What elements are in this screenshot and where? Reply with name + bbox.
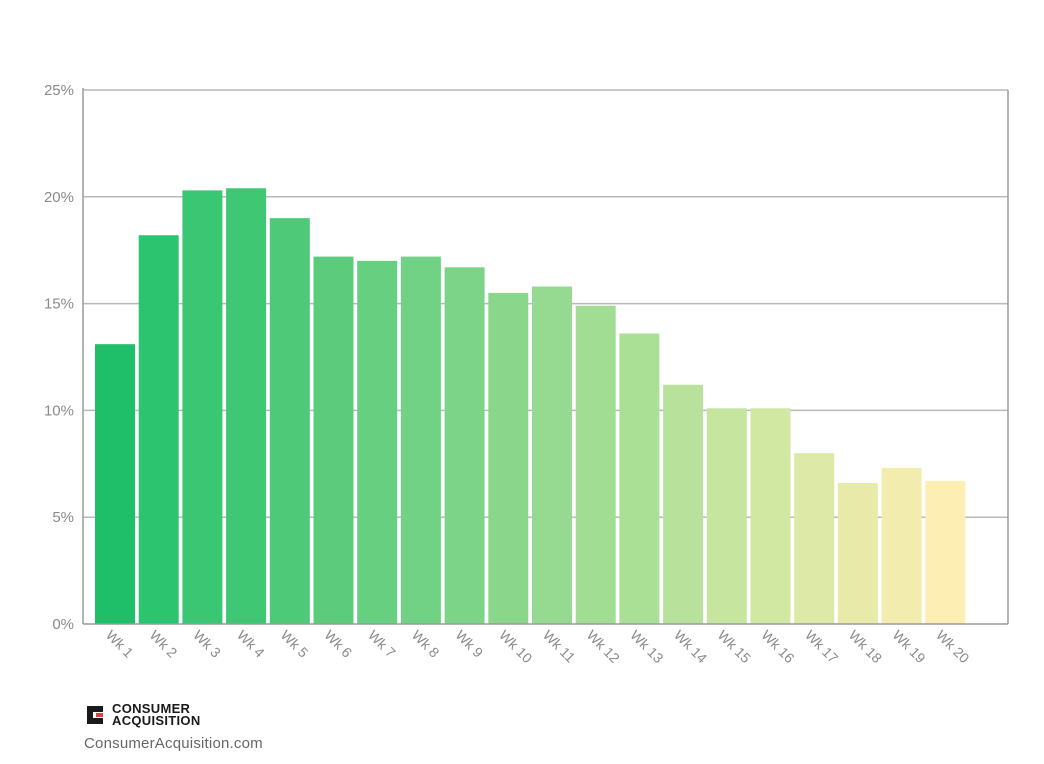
y-tick-label: 25% xyxy=(44,82,74,99)
x-tick-label: Wk 15 xyxy=(715,627,755,667)
y-tick-label: 0% xyxy=(52,616,74,633)
bar xyxy=(444,267,485,624)
bar xyxy=(663,384,704,624)
x-tick-label: Wk 19 xyxy=(889,627,929,667)
bar xyxy=(269,218,310,624)
x-tick-label: Wk 12 xyxy=(584,627,624,667)
bar xyxy=(750,408,791,624)
consumer-acquisition-logo: CONSUMER ACQUISITION xyxy=(84,701,201,728)
bars xyxy=(95,188,966,625)
bar xyxy=(706,408,747,624)
logo-line-1: CONSUMER xyxy=(112,701,191,716)
x-tick-label: Wk 9 xyxy=(452,627,486,661)
bar xyxy=(881,468,922,624)
bar xyxy=(837,483,878,624)
logo-line-2: ACQUISITION xyxy=(112,713,201,728)
bar xyxy=(400,256,441,624)
website-url: ConsumerAcquisition.com xyxy=(84,735,263,752)
bar xyxy=(619,333,660,624)
bar xyxy=(357,260,398,624)
x-tick-label: Wk 7 xyxy=(365,627,399,661)
x-tick-label: Wk 1 xyxy=(103,627,137,661)
y-axis-ticks: 0% 5% 10% 15% 20% 25% xyxy=(44,82,74,633)
y-tick-label: 15% xyxy=(44,296,74,313)
x-tick-label: Wk 2 xyxy=(147,627,181,661)
bar xyxy=(138,235,179,625)
x-tick-label: Wk 4 xyxy=(234,627,268,661)
axes xyxy=(82,88,1009,625)
y-tick-label: 10% xyxy=(44,402,74,419)
logo-mark-icon xyxy=(87,706,103,724)
x-tick-label: Wk 11 xyxy=(540,627,579,666)
bar xyxy=(226,188,267,625)
x-axis-ticks: Wk 1 Wk 2 Wk 3 Wk 4 Wk 5 Wk 6 Wk 7 Wk 8 Wk 9 Wk 1… xyxy=(103,627,973,667)
x-tick-label: Wk 13 xyxy=(627,627,667,667)
bar xyxy=(575,305,616,624)
y-tick-label: 5% xyxy=(52,509,74,526)
x-tick-label: Wk 17 xyxy=(802,627,842,667)
bar xyxy=(532,286,572,624)
x-tick-label: Wk 14 xyxy=(671,627,711,667)
y-tick-label: 20% xyxy=(44,189,74,206)
x-tick-label: Wk 10 xyxy=(496,627,536,667)
bar xyxy=(182,190,223,624)
x-tick-label: Wk 20 xyxy=(933,627,973,667)
x-tick-label: Wk 18 xyxy=(846,627,886,667)
bar xyxy=(794,453,835,624)
x-tick-label: Wk 8 xyxy=(409,627,443,661)
x-tick-label: Wk 6 xyxy=(321,627,355,661)
x-tick-label: Wk 3 xyxy=(190,627,224,661)
x-tick-label: Wk 16 xyxy=(758,627,798,667)
x-tick-label: Wk 5 xyxy=(278,627,312,661)
logo-wordmark: CONSUMER ACQUISITION xyxy=(112,701,201,728)
bar xyxy=(95,344,135,624)
bar xyxy=(313,256,354,624)
bar xyxy=(488,292,529,624)
bar xyxy=(925,480,966,624)
